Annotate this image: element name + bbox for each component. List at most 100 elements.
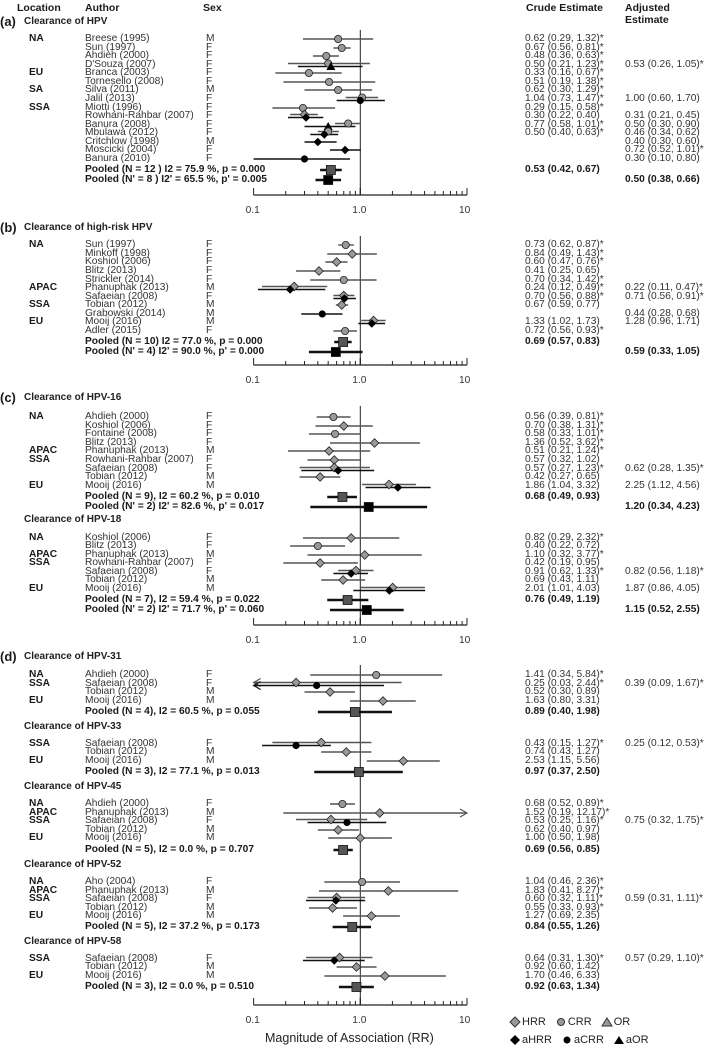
adjusted-marker-circle-icon bbox=[318, 310, 326, 318]
crude-estimate: 0.50 (0.21, 1.23)* bbox=[525, 59, 604, 70]
location-label: EU bbox=[29, 832, 44, 843]
study-sex: M bbox=[206, 316, 215, 327]
study-author: D'Souza (2007) bbox=[85, 59, 156, 70]
study-author: Grabowski (2014) bbox=[85, 308, 166, 319]
study-author: Ahdieh (2000) bbox=[85, 669, 150, 680]
location-label: APAC bbox=[29, 885, 58, 896]
crude-estimate: 0.70 (0.56, 0.88)* bbox=[525, 291, 604, 302]
location-label: EU bbox=[29, 67, 44, 78]
study-sex: F bbox=[206, 566, 213, 577]
study-sex: F bbox=[206, 265, 213, 276]
crude-marker-diamond-icon bbox=[347, 249, 358, 259]
pooled-estimate: 0.84 (0.55, 1.26) bbox=[525, 921, 600, 932]
panel-label: (d) bbox=[0, 649, 17, 664]
crude-marker-diamond-icon bbox=[366, 911, 377, 921]
study-sex: F bbox=[206, 93, 213, 104]
crude-estimate: 1.04 (0.46, 2.36)* bbox=[525, 876, 604, 887]
study-sex: M bbox=[206, 549, 215, 560]
legend-item-crr: CRR bbox=[554, 1016, 592, 1028]
location-label: APAC bbox=[29, 282, 58, 293]
pooled-estimate: 0.68 (0.49, 0.93) bbox=[525, 491, 600, 502]
adjusted-marker-diamond-icon bbox=[313, 137, 323, 147]
study-sex: F bbox=[206, 127, 213, 138]
crude-estimate: 1.63 (0.80, 3.31) bbox=[525, 695, 600, 706]
crude-estimate: 0.48 (0.36, 0.63)* bbox=[525, 50, 604, 61]
x-axis-tick-label: 1.0 bbox=[352, 635, 367, 646]
study-author: Safaeian (2008) bbox=[85, 738, 158, 749]
location-label: NA bbox=[29, 798, 44, 809]
crude-estimate: 0.92 (0.60, 1.42) bbox=[525, 961, 600, 972]
pooled-estimate: 0.89 (0.40, 1.98) bbox=[525, 706, 600, 717]
crude-estimate: 0.77 (0.58, 1.01)* bbox=[525, 119, 604, 130]
crude-estimate: 0.60 (0.47, 0.76)* bbox=[525, 256, 604, 267]
study-author: Critchlow (1998) bbox=[85, 136, 160, 147]
study-author: Tobian (2012) bbox=[85, 686, 148, 697]
pooled-summary: Pooled (N = 7), I2 = 59.4 %, p = 0.022 bbox=[85, 594, 260, 605]
section-title: Clearance of HPV bbox=[24, 16, 108, 27]
crude-marker-circle-icon bbox=[329, 412, 338, 421]
location-label: EU bbox=[29, 480, 44, 491]
x-axis-tick-label: 0.1 bbox=[245, 1015, 260, 1026]
study-author: Tobian (2012) bbox=[85, 961, 148, 972]
pooled-summary: Pooled (N = 5), I2 = 0.0 %, p = 0.707 bbox=[85, 844, 255, 855]
section-title: Clearance of HPV-16 bbox=[24, 392, 122, 403]
study-sex: F bbox=[206, 738, 213, 749]
x-axis-tick-label: 10 bbox=[459, 635, 471, 646]
study-author: Safaeian (2008) bbox=[85, 463, 158, 474]
location-label: SSA bbox=[29, 893, 50, 904]
adjusted-estimate: 0.39 (0.09, 1.67)* bbox=[625, 678, 704, 689]
study-author: Tobian (2012) bbox=[85, 299, 148, 310]
study-sex: M bbox=[206, 755, 215, 766]
legend: HRR CRR OR aHRR aCRR aOR bbox=[508, 1013, 657, 1049]
crude-marker-circle-icon bbox=[344, 119, 353, 128]
adjusted-marker-circle-icon bbox=[343, 818, 351, 827]
crude-estimate: 1.52 (0.19, 12.17)* bbox=[525, 807, 610, 818]
crude-estimate: 0.91 (0.62, 1.33)* bbox=[525, 566, 604, 577]
crude-marker-diamond-icon bbox=[369, 438, 380, 448]
location-label: NA bbox=[29, 876, 44, 887]
panel-label: (b) bbox=[0, 220, 17, 235]
location-label: EU bbox=[29, 583, 44, 594]
study-author: Ahdieh (2000) bbox=[85, 50, 150, 61]
pooled-estimate: 1.15 (0.52, 2.55) bbox=[625, 604, 700, 615]
crude-marker-circle-icon bbox=[372, 671, 381, 680]
adjusted-marker-diamond-icon bbox=[340, 294, 349, 303]
crude-marker-circle-icon bbox=[338, 800, 347, 809]
crude-marker-circle-icon bbox=[334, 86, 343, 95]
study-author: Koshiol (2006) bbox=[85, 420, 151, 431]
adjusted-estimate: 0.57 (0.29, 1.10)* bbox=[625, 953, 704, 964]
study-sex: F bbox=[206, 274, 213, 285]
section-title: Clearance of HPV-45 bbox=[24, 781, 122, 792]
pooled-summary: Pooled (N' = 2) I2' = 82.6 %, p' = 0.017 bbox=[85, 501, 265, 512]
crude-marker-diamond-icon bbox=[359, 550, 370, 560]
study-author: Ahdieh (2000) bbox=[85, 411, 150, 422]
crude-estimate: 0.57 (0.32, 1.02) bbox=[525, 454, 600, 465]
crude-estimate: 0.33 (0.16, 0.67)* bbox=[525, 67, 604, 78]
study-sex: F bbox=[206, 876, 213, 887]
adjusted-estimate: 2.25 (1.12, 4.56) bbox=[625, 480, 700, 491]
x-axis-tick-label: 10 bbox=[459, 205, 471, 216]
pooled-summary: Pooled (N = 3), I2 = 0.0 %, p = 0.510 bbox=[85, 981, 255, 992]
adjusted-marker-diamond-icon bbox=[320, 130, 329, 139]
crude-marker-diamond-icon bbox=[315, 558, 325, 568]
panel-label: (a) bbox=[0, 14, 16, 29]
adjusted-estimate: 1.00 (0.60, 1.70) bbox=[625, 93, 700, 104]
adjusted-marker-diamond-icon bbox=[340, 145, 350, 155]
crude-estimate: 0.64 (0.31, 1.30)* bbox=[525, 953, 604, 964]
study-sex: F bbox=[206, 454, 213, 465]
section-title: Clearance of HPV-58 bbox=[24, 936, 122, 947]
crude-marker-diamond-icon bbox=[384, 479, 394, 490]
study-sex: M bbox=[206, 832, 215, 843]
crude-marker-diamond-icon bbox=[331, 257, 342, 267]
pooled-square-icon bbox=[323, 175, 334, 185]
study-author: Safaeian (2008) bbox=[85, 953, 158, 964]
crude-marker-circle-icon bbox=[341, 326, 350, 335]
adjusted-estimate: 0.31 (0.21, 0.45) bbox=[625, 110, 700, 121]
study-sex: F bbox=[206, 437, 213, 448]
study-sex: F bbox=[206, 463, 213, 474]
location-label: SSA bbox=[29, 678, 50, 689]
crude-estimate: 0.69 (0.43, 1.11) bbox=[525, 574, 600, 585]
pooled-estimate: 0.59 (0.33, 1.05) bbox=[625, 346, 700, 357]
pooled-square-icon bbox=[349, 707, 360, 717]
pooled-summary: Pooled (N = 12 ) I2 = 75.9 %, p = 0.000 bbox=[85, 164, 266, 175]
